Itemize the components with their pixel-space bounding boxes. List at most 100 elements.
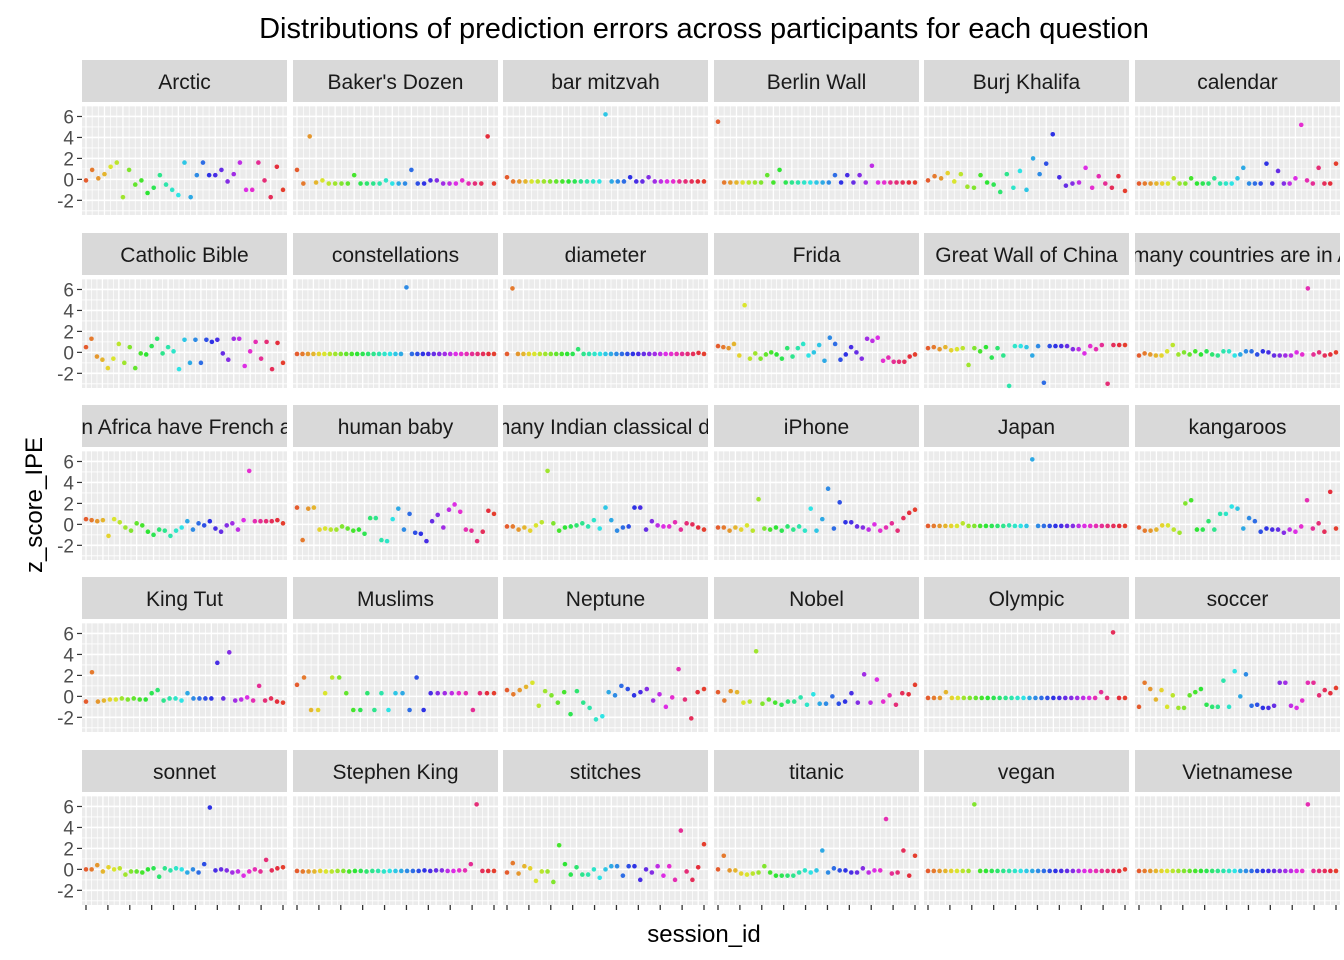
data-point [1311, 868, 1316, 874]
y-tick-label: 6 [63, 280, 74, 301]
facet-strip-label: Catholic Bible [120, 244, 248, 267]
y-tick-label: 0 [63, 170, 74, 191]
facet-strip [82, 577, 287, 619]
data-point [767, 870, 773, 875]
data-point [94, 354, 100, 359]
data-point [1294, 705, 1299, 711]
facet-strip-label: sonnet [153, 761, 216, 784]
data-point [1177, 181, 1182, 186]
data-point [1012, 523, 1018, 529]
data-point [1063, 183, 1069, 188]
data-point [676, 666, 681, 672]
panel-background [1135, 279, 1340, 388]
data-point [201, 523, 207, 528]
data-point [424, 538, 429, 544]
data-point [1316, 521, 1321, 526]
data-point [886, 355, 891, 360]
data-point [888, 180, 893, 185]
data-point [230, 870, 235, 875]
data-point [701, 179, 707, 184]
data-point [1204, 349, 1209, 354]
data-point [826, 180, 832, 185]
data-point [721, 525, 727, 530]
data-point [185, 518, 190, 524]
data-point [213, 868, 218, 873]
facet-strip [293, 750, 498, 792]
data-point [402, 181, 408, 186]
data-point [280, 864, 286, 870]
data-point [798, 695, 803, 700]
data-point [1209, 352, 1215, 357]
data-point [592, 351, 597, 357]
data-point [744, 523, 750, 528]
data-point [338, 351, 344, 357]
data-point [470, 707, 476, 713]
data-point [1217, 511, 1223, 517]
data-point [1165, 181, 1171, 186]
data-point [811, 691, 816, 697]
data-point [643, 867, 649, 872]
data-point [1105, 523, 1110, 529]
data-point [89, 867, 94, 872]
data-point [866, 870, 871, 875]
data-point [491, 690, 497, 696]
data-point [726, 345, 731, 351]
data-point [1170, 693, 1176, 698]
data-point [1024, 523, 1029, 529]
data-point [1188, 497, 1194, 503]
data-point [262, 698, 268, 703]
facet-strip-label: Olympic [989, 588, 1065, 611]
data-point [979, 695, 985, 701]
data-point [1277, 868, 1283, 874]
data-point [1082, 351, 1087, 356]
data-point [407, 707, 412, 713]
data-point [1041, 380, 1047, 386]
data-point [527, 866, 533, 871]
data-point [1260, 868, 1266, 874]
data-point [143, 697, 148, 702]
data-point [151, 532, 156, 538]
data-point [1159, 868, 1164, 874]
y-tick-label: 0 [63, 515, 74, 536]
data-point [200, 160, 206, 165]
facet-strip [293, 405, 498, 447]
data-point [1327, 489, 1333, 495]
data-point [407, 511, 412, 517]
data-point [553, 179, 559, 184]
data-point [491, 511, 497, 517]
data-point [995, 868, 1000, 874]
data-point [1283, 353, 1288, 358]
data-point [472, 181, 478, 186]
data-point [715, 119, 721, 125]
data-point [322, 351, 327, 357]
data-point [937, 523, 942, 529]
data-point [1012, 343, 1018, 349]
data-point [738, 871, 744, 876]
data-point [173, 528, 179, 533]
data-point [1254, 352, 1260, 357]
data-point [375, 868, 381, 874]
data-point [1122, 695, 1128, 701]
data-point [1063, 695, 1068, 701]
data-point [971, 185, 977, 191]
y-tick-label: 6 [63, 107, 74, 128]
data-point [246, 468, 252, 474]
data-point [162, 866, 168, 871]
panel-background [714, 623, 919, 732]
data-point [379, 537, 384, 543]
data-point [306, 869, 311, 874]
data-point [523, 179, 528, 184]
data-point [440, 181, 446, 186]
panel-background [293, 106, 498, 215]
data-point [1057, 174, 1062, 180]
data-point [1176, 868, 1181, 874]
data-point [1229, 181, 1235, 186]
data-point [742, 302, 747, 308]
data-point [1142, 351, 1147, 356]
data-point [504, 687, 510, 693]
data-point [1243, 349, 1249, 354]
data-point [274, 699, 280, 704]
data-point [1041, 523, 1047, 529]
data-point [591, 867, 597, 872]
data-point [1015, 695, 1020, 701]
